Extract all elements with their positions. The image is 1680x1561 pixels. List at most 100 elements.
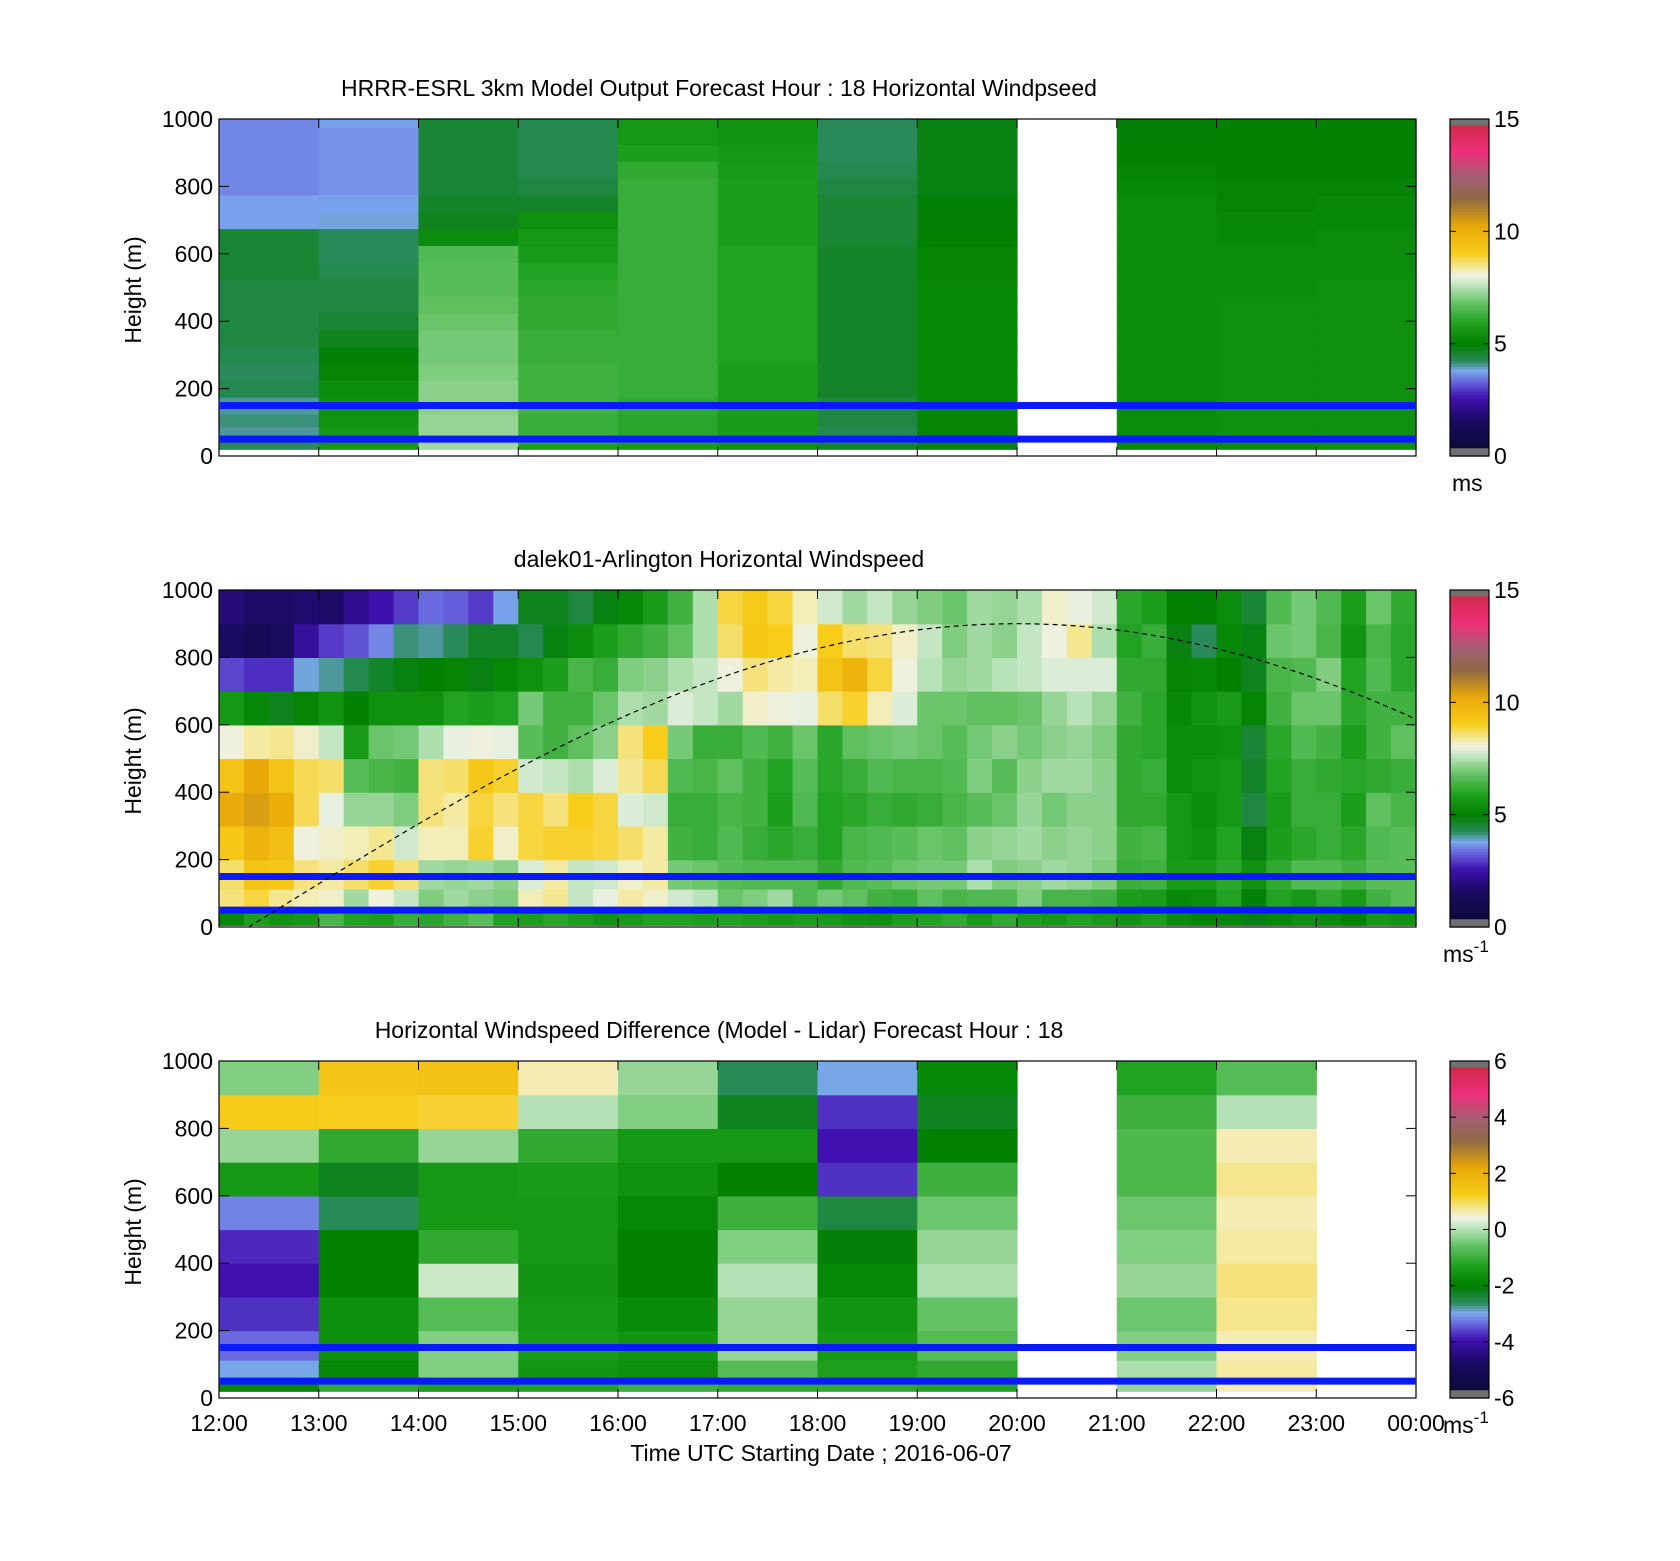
heatmap-cell — [1116, 1381, 1218, 1392]
heatmap-cell — [268, 623, 295, 658]
heatmap-cell — [1091, 724, 1118, 760]
colorbar-tick-label: 4 — [1494, 1104, 1507, 1130]
colorbar-segment — [1450, 1077, 1489, 1082]
y-tick-label: 1000 — [162, 1048, 213, 1074]
heatmap-cell — [817, 889, 844, 911]
heatmap-cell — [618, 1360, 719, 1382]
colorbar-segment — [1450, 385, 1489, 390]
heatmap-cell — [618, 346, 719, 364]
heatmap-cell — [1216, 363, 1317, 381]
heatmap-cell — [1116, 1229, 1218, 1264]
heatmap-cell — [418, 346, 519, 364]
y-tick-label: 1000 — [162, 106, 213, 132]
heatmap-cell — [867, 590, 893, 625]
colorbar-segment — [1450, 1221, 1489, 1225]
colorbar-segment — [1450, 1159, 1489, 1163]
heatmap-cell — [842, 825, 868, 861]
heatmap-cell — [618, 443, 719, 450]
heatmap-cell — [1266, 590, 1292, 625]
heatmap-cell — [219, 312, 320, 331]
heatmap-cell — [917, 724, 943, 760]
panel-difference: Horizontal Windspeed Difference (Model -… — [120, 1017, 1515, 1438]
heatmap-cell — [518, 119, 619, 129]
colorbar-segment — [1450, 1263, 1489, 1267]
heatmap-cell — [518, 228, 619, 246]
heatmap-cells — [219, 590, 1417, 926]
colorbar-segment — [1450, 1069, 1489, 1073]
heatmap-cell — [942, 724, 968, 760]
heatmap-cell — [917, 1360, 1018, 1382]
heatmap-cell — [1017, 910, 1043, 926]
heatmap-cell — [418, 792, 445, 827]
colorbar-segment — [1450, 623, 1489, 628]
heatmap-cell — [468, 623, 494, 658]
heatmap-cell — [817, 1162, 918, 1197]
heatmap-cell — [219, 1381, 320, 1392]
colorbar-segment — [1450, 1086, 1489, 1090]
heatmap-cell — [917, 889, 943, 911]
colorbar-segment — [1450, 660, 1489, 664]
heatmap-cell — [468, 889, 494, 911]
heatmap-cell — [1017, 590, 1043, 625]
heatmap-cell — [1291, 724, 1317, 760]
colorbar-segment — [1450, 646, 1489, 650]
heatmap-cell — [1241, 910, 1267, 926]
colorbar-segment — [1450, 693, 1489, 698]
heatmap-cell — [917, 144, 1018, 162]
heatmap-cell — [468, 792, 494, 827]
heatmap-cell — [1116, 426, 1218, 436]
heatmap-cell — [1116, 329, 1218, 348]
heatmap-cell — [393, 657, 420, 692]
heatmap-cell — [393, 724, 420, 760]
colorbar-segment — [1450, 918, 1489, 923]
colorbar-segment — [1450, 371, 1489, 376]
heatmap-cell — [942, 889, 968, 911]
colorbar-segment — [1450, 882, 1489, 886]
heatmap-cell — [667, 910, 694, 926]
colorbar-segment — [1450, 248, 1489, 252]
colorbar-segment — [1450, 1333, 1489, 1337]
heatmap-cell — [1191, 590, 1218, 625]
heatmap-cell — [1017, 623, 1043, 658]
colorbar-segment — [1450, 792, 1489, 796]
heatmap-cell — [1216, 426, 1317, 436]
heatmap-cell — [318, 380, 420, 398]
colorbar-segment — [1450, 901, 1489, 906]
heatmap-cell — [219, 1094, 320, 1129]
colorbar-segment — [1450, 368, 1489, 373]
heatmap-cell — [717, 144, 819, 162]
heatmap-cell — [1391, 792, 1417, 827]
y-tick-label: 200 — [175, 847, 213, 873]
colorbar-segment — [1450, 828, 1489, 833]
colorbar-segment — [1450, 1178, 1489, 1183]
heatmap-cell — [219, 413, 320, 428]
heatmap-cell — [742, 724, 769, 760]
heatmap-cell — [418, 413, 519, 428]
colorbar-segment — [1450, 394, 1489, 398]
heatmap-cell — [368, 724, 395, 760]
heatmap-cell — [318, 1061, 420, 1096]
colorbar-segment — [1450, 834, 1489, 838]
colorbar-segment — [1450, 234, 1489, 238]
colorbar-segment — [1450, 1103, 1489, 1107]
heatmap-cell — [219, 329, 320, 348]
heatmap-cell — [717, 177, 819, 196]
heatmap-cell — [1366, 910, 1392, 926]
heatmap-cell — [493, 590, 519, 625]
heatmap-cell — [817, 1360, 918, 1382]
heatmap-cell — [318, 211, 420, 230]
heatmap-cell — [1216, 758, 1243, 793]
colorbar-segment — [1450, 1167, 1489, 1172]
colorbar-segment — [1450, 382, 1489, 387]
colorbar-segment — [1450, 374, 1489, 379]
heatmap-cell — [842, 590, 868, 625]
heatmap-cell — [393, 792, 420, 827]
heatmap-cell — [692, 825, 719, 861]
colorbar-frame — [1449, 589, 1490, 928]
heatmap-cell — [1116, 1162, 1218, 1197]
heatmap-cell — [792, 590, 819, 625]
colorbar-segment — [1450, 862, 1489, 866]
heatmap-cell — [917, 211, 1018, 230]
heatmap-cell — [293, 910, 320, 926]
heatmap-cell — [1141, 691, 1168, 726]
